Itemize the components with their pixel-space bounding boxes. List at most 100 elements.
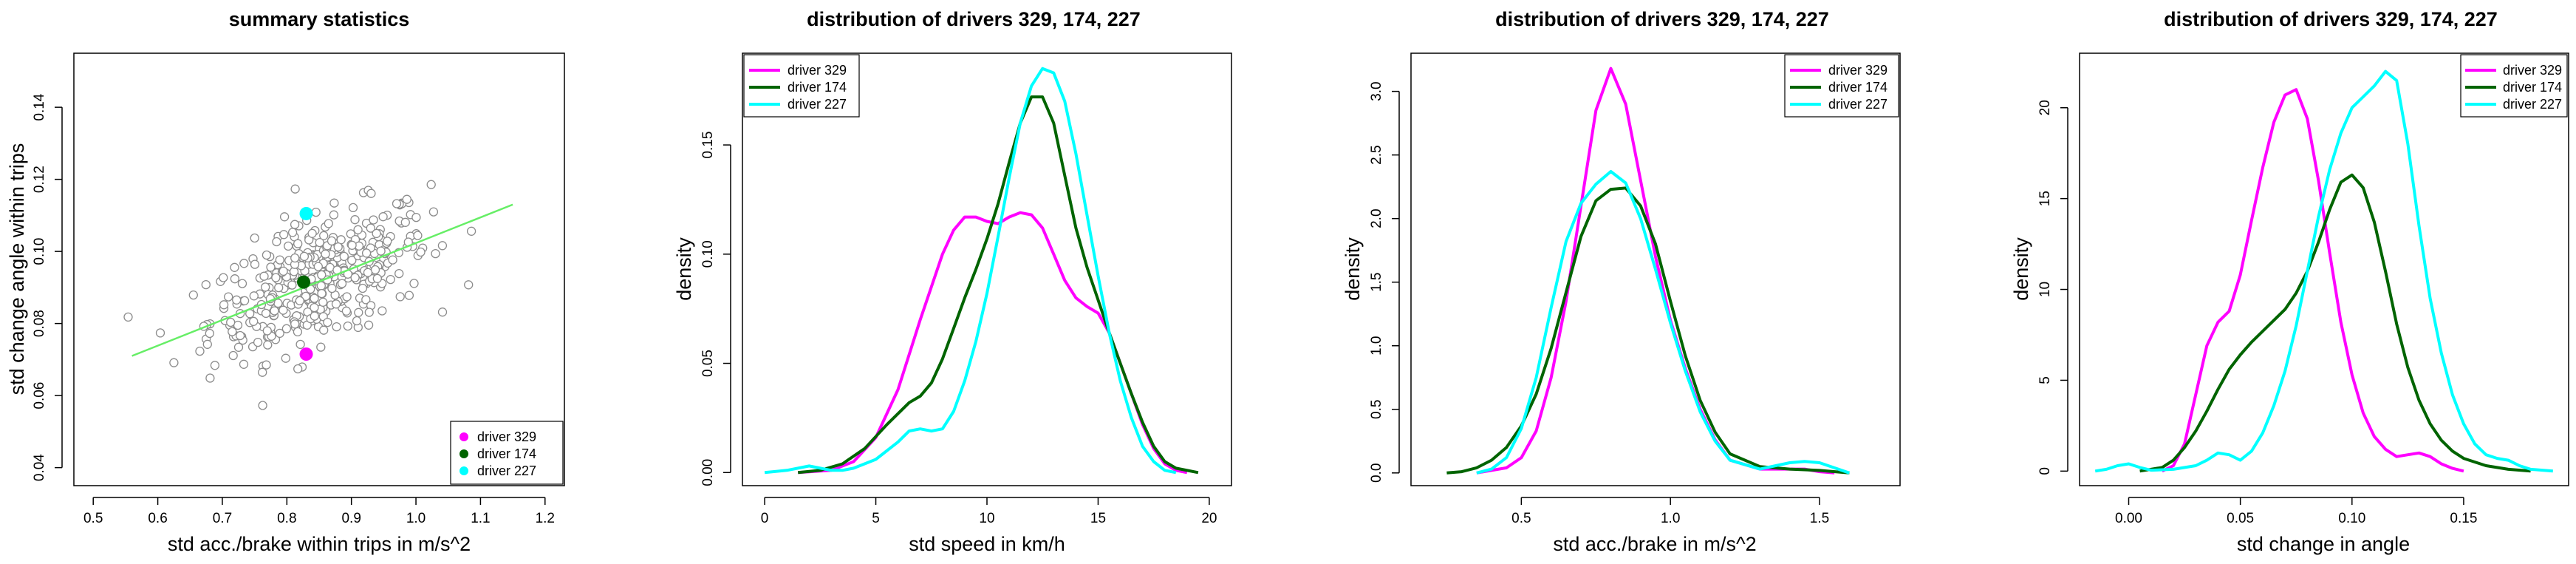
scatter-point: [395, 292, 405, 302]
scatter-point: [400, 217, 410, 227]
scatter-point: [316, 342, 326, 352]
scatter-point: [232, 295, 242, 305]
y-tick-label: 0.10: [700, 240, 716, 268]
scatter-point: [228, 350, 238, 361]
scatter-point: [287, 280, 297, 290]
scatter-point: [370, 265, 380, 275]
scatter-point: [258, 367, 267, 377]
scatter-point: [259, 271, 269, 281]
scatter-point: [155, 328, 165, 338]
scatter-point: [310, 311, 319, 321]
scatter-point: [253, 337, 263, 347]
scatter-point: [261, 282, 270, 292]
scatter-cloud: [123, 180, 476, 410]
y-tick-label: 0.15: [700, 132, 716, 159]
scatter-point: [237, 279, 247, 288]
y-tick-label: 3.0: [1369, 81, 1384, 101]
x-tick-label: 0.00: [2115, 511, 2142, 526]
legend-label-driver-329: driver 329: [477, 429, 536, 444]
scatter-point: [279, 212, 290, 222]
scatter-point: [413, 231, 423, 240]
y-tick-label: 0.12: [32, 166, 47, 193]
scatter-point: [363, 320, 374, 330]
scatter-point: [372, 228, 381, 239]
legend-label-driver-329: driver 329: [788, 63, 847, 78]
x-tick-label: 10: [979, 511, 994, 526]
scatter-point: [219, 273, 228, 282]
scatter-point: [275, 255, 284, 265]
x-tick-label: 1.0: [406, 511, 426, 526]
scatter-point: [299, 251, 310, 262]
scatter-point: [313, 262, 323, 271]
highlight-point-driver-227: [299, 206, 313, 220]
highlight-point-driver-329: [299, 347, 313, 361]
scatter-point: [195, 346, 205, 356]
y-axis-label: std change angle within trips: [6, 143, 28, 395]
scatter-point: [275, 328, 284, 339]
scatter-point: [376, 246, 386, 256]
scatter-point: [239, 359, 249, 369]
scatter-point: [350, 215, 360, 225]
scatter-point: [295, 339, 305, 350]
x-tick-label: 0.10: [2338, 511, 2365, 526]
y-tick-label: 0.04: [32, 454, 47, 481]
scatter-point: [437, 241, 448, 251]
scatter-point: [402, 194, 411, 204]
scatter-point: [219, 300, 229, 310]
panel-summary-statistics: summary statistics std acc./brake within…: [6, 8, 565, 555]
regression-line: [131, 203, 513, 357]
scatter-point: [301, 291, 311, 302]
y-tick-label: 10: [2037, 282, 2053, 297]
scatter-point: [347, 256, 357, 265]
legend-label-driver-227: driver 227: [1828, 97, 1887, 112]
plot-frame: [73, 52, 565, 486]
x-tick-label: 0.5: [1511, 511, 1531, 526]
scatter-point: [310, 293, 319, 303]
scatter-point: [437, 308, 448, 317]
scatter-point: [262, 360, 271, 370]
x-axis-label: std speed in km/h: [909, 533, 1065, 555]
y-tick-label: 0.08: [32, 310, 47, 337]
scatter-point: [205, 328, 214, 339]
scatter-point: [378, 212, 388, 222]
scatter-point: [318, 297, 328, 307]
scatter-point: [342, 292, 352, 302]
scatter-point: [249, 291, 259, 301]
scatter-point: [404, 291, 414, 300]
scatter-point: [271, 273, 281, 282]
scatter-point: [319, 325, 329, 335]
scatter-point: [230, 274, 240, 284]
scatter-point: [392, 199, 402, 208]
scatter-point: [281, 353, 290, 363]
scatter-point: [270, 306, 279, 316]
scatter-point: [239, 259, 249, 268]
density-line-driver-227: [764, 67, 1177, 475]
x-tick-label: 1.5: [1810, 511, 1829, 526]
y-tick-label: 2.5: [1369, 145, 1384, 164]
scatter-point: [201, 279, 211, 290]
scatter-point: [239, 296, 250, 305]
y-tick-label: 0: [2037, 467, 2053, 475]
scatter-point: [331, 299, 341, 309]
x-tick-label: 0.6: [148, 511, 167, 526]
legend-label-driver-329: driver 329: [1828, 63, 1887, 78]
scatter-point: [343, 321, 352, 331]
x-tick-label: 0.05: [2227, 511, 2254, 526]
scatter-point: [466, 226, 476, 236]
scatter-point: [339, 251, 349, 262]
scatter-point: [293, 364, 303, 374]
scatter-point: [372, 273, 382, 283]
scatter-point: [293, 239, 303, 248]
scatter-point: [348, 203, 358, 213]
scatter-point: [233, 342, 244, 352]
y-axis-label: density: [673, 237, 695, 301]
scatter-point: [169, 358, 179, 367]
scatter-point: [426, 180, 436, 189]
scatter-point: [317, 288, 327, 299]
y-axis-label: density: [2010, 237, 2032, 301]
x-axis-label: std acc./brake within trips in m/s^2: [168, 533, 471, 555]
scatter-point: [226, 317, 236, 327]
scatter-point: [416, 247, 426, 257]
scatter-point: [272, 237, 281, 247]
legend-label-driver-174: driver 174: [1828, 80, 1887, 95]
